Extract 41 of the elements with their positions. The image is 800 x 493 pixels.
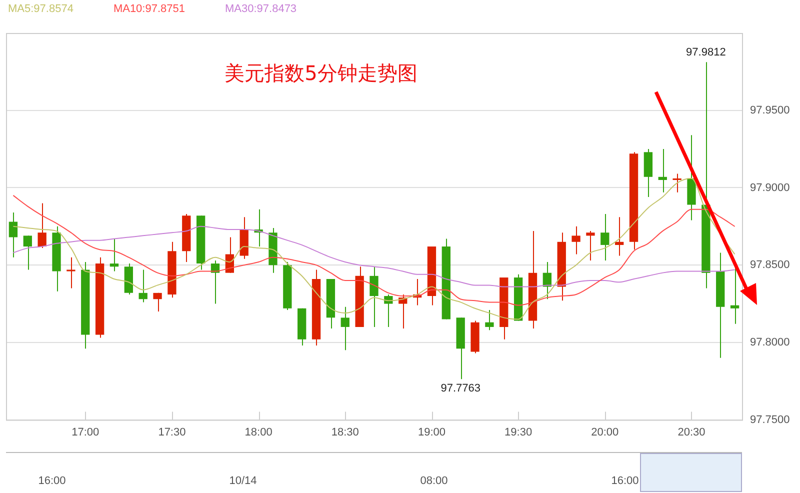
candlestick [485,309,494,331]
x-tick-label: 18:30 [331,426,359,438]
candlestick [66,256,76,289]
x-tick-label: 20:30 [678,426,706,438]
candlestick [138,269,148,303]
candlestick [23,235,32,270]
candlestick [110,238,119,272]
annotation: 97.9812 [686,46,726,59]
text: MA10:97.8751 [113,3,185,15]
x-tick-label: 17:30 [158,426,186,438]
y-tick-label: 97.8000 [750,336,790,348]
range-slider: 16:00 10/14 08:00 16:00 [6,452,742,491]
candlestick [384,294,393,328]
candlestick [8,212,18,258]
text: 美元指数5分钟走势图 [224,61,418,86]
annotation: 97.7763 [440,382,480,395]
candlestick [210,260,220,304]
text: MA5:97.8574 [8,3,74,15]
candlestick [672,173,682,193]
y-tick-label: 97.7500 [750,414,790,426]
candlestick [38,202,46,249]
x-tick-label: 19:00 [418,426,446,438]
candlestick [370,266,378,328]
candlestick [658,148,667,193]
y-tick-label: 97.8500 [750,259,790,272]
x-tick-label: 20:00 [591,426,619,438]
y-tick-label: 97.9000 [750,182,790,194]
y-tick-label: 97.9500 [750,104,790,116]
text: MA30:97.8473 [225,3,297,15]
line-series [12,194,736,306]
candlestick [586,230,595,261]
line-series [12,226,736,288]
x-tick-label: 18:00 [244,426,272,438]
candlestick [340,306,350,351]
candlestick [615,216,624,256]
candlestick [600,214,610,261]
candlestick [572,226,580,255]
x-tick-label: 19:30 [504,426,532,438]
candlestick [730,268,740,324]
candlestick [153,292,162,312]
x-tick-label: 17:00 [72,426,100,438]
